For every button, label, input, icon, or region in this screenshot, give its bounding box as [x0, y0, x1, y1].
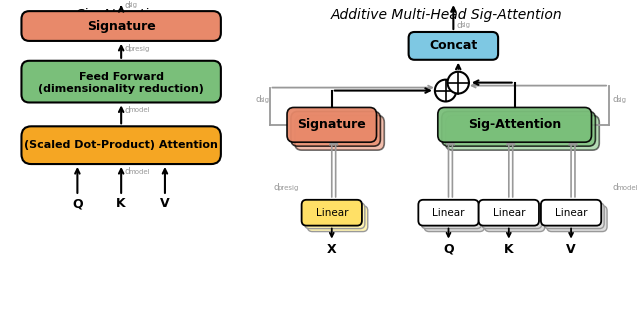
Text: sig: sig [260, 96, 270, 102]
Text: Signature: Signature [87, 19, 156, 33]
Circle shape [447, 72, 469, 94]
Text: X: X [327, 243, 337, 256]
Text: sig: sig [617, 96, 627, 102]
FancyBboxPatch shape [424, 206, 484, 232]
FancyBboxPatch shape [22, 11, 221, 41]
FancyBboxPatch shape [544, 203, 604, 228]
Circle shape [435, 80, 456, 101]
Text: model: model [617, 185, 639, 191]
Text: model: model [128, 107, 150, 113]
Text: d: d [124, 106, 130, 115]
Text: Additive Multi-Head Sig-Attention: Additive Multi-Head Sig-Attention [332, 8, 563, 22]
FancyBboxPatch shape [22, 61, 221, 102]
Text: Q: Q [72, 197, 83, 210]
Text: (dimensionality reduction): (dimensionality reduction) [38, 84, 204, 94]
FancyBboxPatch shape [541, 200, 601, 226]
Text: Sig-Attention: Sig-Attention [76, 8, 166, 22]
FancyBboxPatch shape [287, 107, 376, 142]
Text: d: d [456, 21, 462, 29]
FancyBboxPatch shape [438, 107, 591, 142]
Text: K: K [116, 197, 126, 210]
FancyBboxPatch shape [305, 203, 365, 228]
FancyBboxPatch shape [484, 206, 545, 232]
Text: Q: Q [443, 243, 454, 256]
FancyBboxPatch shape [481, 203, 542, 228]
Text: model: model [128, 169, 150, 175]
Text: presig: presig [128, 46, 149, 52]
Text: d: d [273, 183, 279, 192]
Text: sig: sig [128, 2, 138, 8]
FancyBboxPatch shape [22, 126, 221, 164]
FancyBboxPatch shape [547, 206, 607, 232]
Text: Linear: Linear [555, 208, 588, 218]
FancyBboxPatch shape [295, 115, 384, 150]
Text: Linear: Linear [432, 208, 465, 218]
Text: Linear: Linear [316, 208, 348, 218]
Text: V: V [160, 197, 170, 210]
FancyBboxPatch shape [442, 111, 595, 146]
Text: Sig-Attention: Sig-Attention [468, 118, 561, 131]
FancyBboxPatch shape [419, 200, 479, 226]
Text: Signature: Signature [298, 118, 366, 131]
FancyBboxPatch shape [307, 206, 368, 232]
Text: d: d [613, 95, 619, 104]
Text: Feed Forward: Feed Forward [79, 72, 164, 82]
FancyBboxPatch shape [301, 200, 362, 226]
Text: d: d [613, 183, 619, 192]
Text: Linear: Linear [493, 208, 525, 218]
FancyBboxPatch shape [291, 111, 380, 146]
Text: presig: presig [277, 185, 299, 191]
FancyBboxPatch shape [421, 203, 481, 228]
FancyBboxPatch shape [479, 200, 539, 226]
FancyBboxPatch shape [408, 32, 498, 60]
Text: d: d [124, 167, 130, 177]
Text: (Scaled Dot-Product) Attention: (Scaled Dot-Product) Attention [24, 140, 218, 150]
Text: sig: sig [460, 22, 470, 28]
Text: Concat: Concat [429, 39, 477, 52]
Text: K: K [504, 243, 514, 256]
Text: V: V [566, 243, 576, 256]
Text: d: d [124, 44, 130, 53]
Text: d: d [124, 1, 130, 10]
Text: d: d [256, 95, 262, 104]
FancyBboxPatch shape [445, 115, 599, 150]
